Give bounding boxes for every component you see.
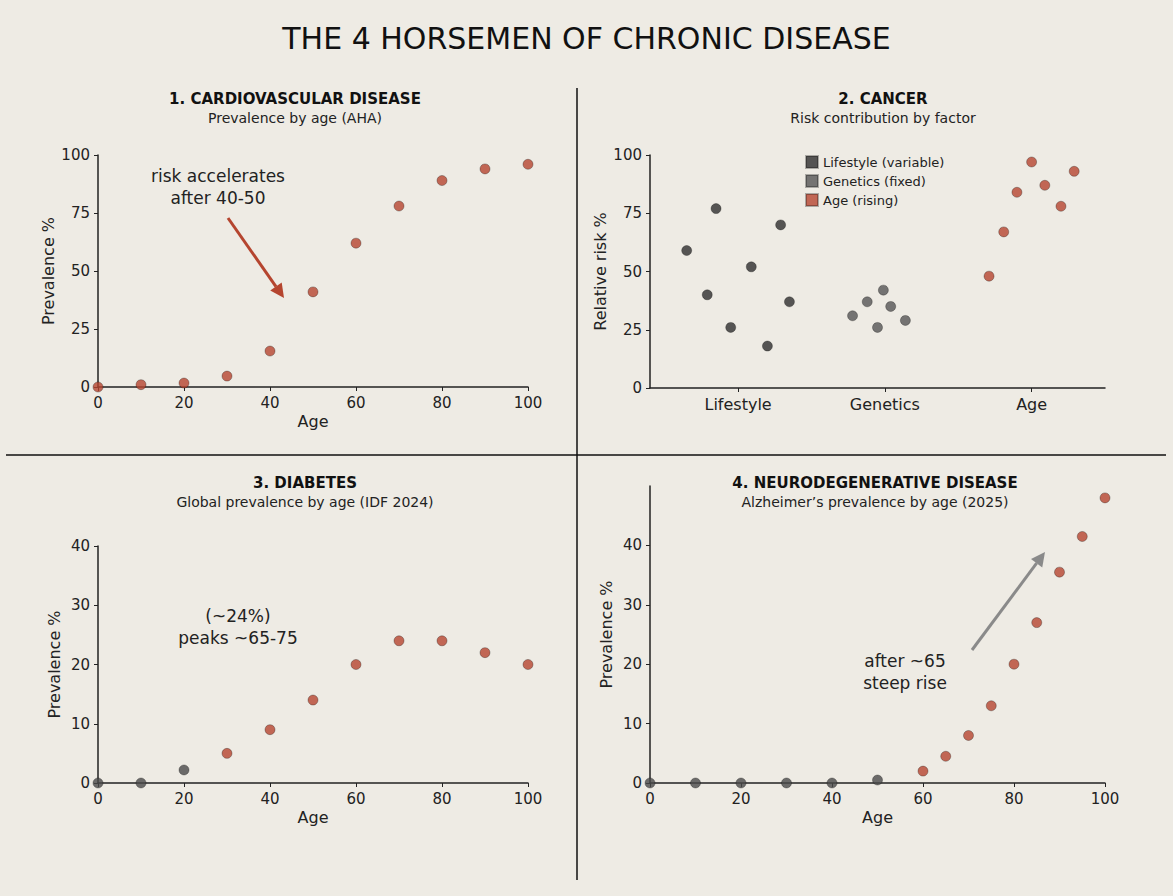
- svg-text:Prevalence %: Prevalence %: [45, 610, 64, 718]
- svg-text:0: 0: [632, 379, 642, 397]
- svg-text:100: 100: [514, 394, 543, 412]
- svg-text:Age: Age: [298, 808, 329, 827]
- svg-text:30: 30: [71, 596, 90, 614]
- svg-text:100: 100: [514, 790, 543, 808]
- svg-text:40: 40: [260, 394, 279, 412]
- svg-text:80: 80: [432, 790, 451, 808]
- svg-text:80: 80: [432, 394, 451, 412]
- svg-text:after 40-50: after 40-50: [170, 188, 265, 208]
- svg-text:30: 30: [623, 596, 642, 614]
- svg-text:(~24%): (~24%): [205, 606, 270, 626]
- svg-text:40: 40: [71, 537, 90, 555]
- svg-text:100: 100: [61, 146, 90, 164]
- svg-text:Prevalence %: Prevalence %: [39, 217, 58, 325]
- svg-text:50: 50: [623, 263, 642, 281]
- svg-text:Age: Age: [298, 412, 329, 431]
- svg-text:Age: Age: [1016, 395, 1047, 414]
- svg-text:1. CARDIOVASCULAR DISEASE: 1. CARDIOVASCULAR DISEASE: [169, 90, 421, 108]
- svg-text:risk accelerates: risk accelerates: [151, 166, 285, 186]
- svg-text:3. DIABETES: 3. DIABETES: [253, 474, 357, 492]
- svg-text:Alzheimer’s prevalence by age: Alzheimer’s prevalence by age (2025): [741, 494, 1008, 510]
- svg-text:Risk contribution by factor: Risk contribution by factor: [790, 110, 976, 126]
- svg-text:20: 20: [71, 656, 90, 674]
- svg-text:Prevalence %: Prevalence %: [597, 580, 616, 688]
- svg-text:10: 10: [71, 715, 90, 733]
- svg-text:60: 60: [346, 394, 365, 412]
- svg-text:0: 0: [632, 774, 642, 792]
- svg-text:25: 25: [623, 321, 642, 339]
- svg-text:60: 60: [346, 790, 365, 808]
- svg-text:75: 75: [623, 204, 642, 222]
- svg-text:100: 100: [613, 146, 642, 164]
- svg-text:20: 20: [731, 790, 750, 808]
- svg-text:0: 0: [93, 790, 103, 808]
- svg-text:0: 0: [93, 394, 103, 412]
- svg-text:40: 40: [260, 790, 279, 808]
- svg-text:0: 0: [80, 378, 90, 396]
- svg-text:20: 20: [174, 394, 193, 412]
- svg-text:25: 25: [71, 320, 90, 338]
- svg-text:Global prevalence by age (IDF: Global prevalence by age (IDF 2024): [176, 494, 433, 510]
- svg-text:10: 10: [623, 715, 642, 733]
- svg-text:0: 0: [645, 790, 655, 808]
- svg-text:Lifestyle: Lifestyle: [704, 395, 771, 414]
- svg-text:Genetics: Genetics: [850, 395, 920, 414]
- svg-text:THE 4 HORSEMEN OF CHRONIC DISE: THE 4 HORSEMEN OF CHRONIC DISEASE: [281, 21, 890, 56]
- svg-text:40: 40: [623, 536, 642, 554]
- svg-text:4. NEURODEGENERATIVE DISEASE: 4. NEURODEGENERATIVE DISEASE: [732, 474, 1017, 492]
- svg-text:100: 100: [1091, 790, 1120, 808]
- svg-text:Lifestyle (variable): Lifestyle (variable): [823, 155, 944, 170]
- svg-text:20: 20: [623, 655, 642, 673]
- svg-text:Age: Age: [862, 808, 893, 827]
- svg-text:peaks ~65-75: peaks ~65-75: [178, 628, 297, 648]
- svg-text:after ~65: after ~65: [864, 651, 946, 671]
- svg-text:80: 80: [1004, 790, 1023, 808]
- svg-text:75: 75: [71, 204, 90, 222]
- svg-text:20: 20: [174, 790, 193, 808]
- svg-text:steep rise: steep rise: [863, 673, 947, 693]
- svg-text:60: 60: [913, 790, 932, 808]
- svg-text:0: 0: [80, 774, 90, 792]
- svg-text:Relative risk %: Relative risk %: [591, 212, 610, 331]
- svg-text:Prevalence by age (AHA): Prevalence by age (AHA): [208, 110, 382, 126]
- svg-text:Age (rising): Age (rising): [823, 193, 898, 208]
- svg-text:Genetics (fixed): Genetics (fixed): [823, 174, 926, 189]
- svg-text:40: 40: [822, 790, 841, 808]
- svg-text:2. CANCER: 2. CANCER: [838, 90, 928, 108]
- svg-text:50: 50: [71, 262, 90, 280]
